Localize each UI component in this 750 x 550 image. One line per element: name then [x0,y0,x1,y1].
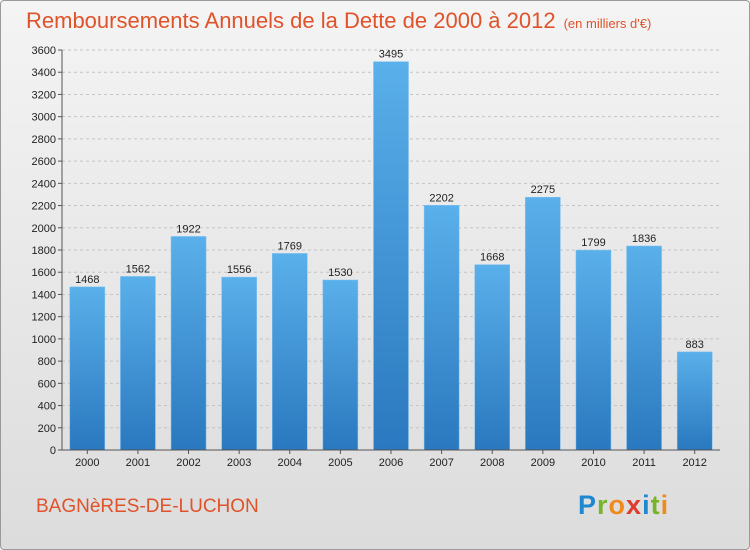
y-tick-label: 2200 [32,201,56,213]
x-tick-label: 2001 [126,457,150,469]
y-tick-label: 1200 [32,312,56,324]
x-tick-label: 2003 [227,457,251,469]
x-tick-label: 2008 [480,457,504,469]
x-tick-label: 2005 [328,457,352,469]
data-label: 1562 [126,263,150,275]
y-tick-label: 2800 [32,134,56,146]
bar [322,279,359,451]
logo-letter: x [626,490,643,520]
bars [69,61,713,451]
y-tick-label: 400 [38,401,56,413]
data-label: 883 [686,339,704,351]
x-tick-label: 2002 [176,457,200,469]
data-label: 2202 [429,192,453,204]
y-tick-label: 1000 [32,334,56,346]
y-tick-label: 3400 [32,67,56,79]
logo-letter: P [578,490,598,520]
bar [575,249,612,451]
data-labels: 1468 1562 1922 1556 1769 1530 3495 2202 1668 2275… [75,49,704,351]
y-tick-label: 1800 [32,245,56,257]
chart-title-text: Remboursements Annuels de la Dette de 20… [26,8,556,33]
x-tick-label: 2007 [429,457,453,469]
logo-letter: i [642,490,651,520]
commune-name: BAGNèRES-DE-LUCHON [36,496,259,517]
x-tick-label: 2012 [682,457,706,469]
x-tick-label: 2004 [278,457,302,469]
chart-title: Remboursements Annuels de la Dette de 20… [26,8,651,34]
y-tick-label: 0 [50,445,56,457]
y-tick-label: 2600 [32,156,56,168]
x-axis-ticks: 2000 2001 2002 2003 2004 2005 2006 2007 2008 2009… [75,450,707,469]
proxiti-logo: Proxiti [578,490,669,521]
logo-letter: i [660,490,670,520]
data-label: 1556 [227,264,251,276]
data-label: 1668 [480,252,504,264]
y-tick-label: 3000 [32,112,56,124]
x-tick-label: 2009 [531,457,555,469]
y-tick-label: 1600 [32,267,56,279]
data-label: 2275 [531,184,555,196]
bar [373,61,409,451]
data-label: 3495 [379,49,403,61]
data-label: 1468 [75,274,99,286]
chart-subtitle: (en milliers d'€) [563,16,652,31]
data-label: 1922 [176,223,200,235]
bar [170,236,207,451]
x-tick-label: 2011 [632,457,656,469]
data-label: 1769 [278,240,302,252]
data-label: 1836 [632,233,656,245]
logo-letter: t [650,490,661,520]
x-tick-label: 2000 [75,457,99,469]
bar [120,276,156,451]
x-tick-label: 2006 [379,457,403,469]
y-tick-label: 800 [38,356,56,368]
logo-letter: o [608,490,627,520]
y-axis-ticks: 0 200 400 600 800 1000 1200 1400 1600 1800 2000 220… [32,45,62,457]
bar [272,253,308,451]
data-label: 1799 [581,237,605,249]
axes [61,50,720,451]
bar [474,264,510,451]
bar [676,351,713,451]
data-label: 1530 [328,267,352,279]
y-tick-label: 2400 [32,178,56,190]
y-tick-label: 3200 [32,89,56,101]
x-tick-label: 2010 [581,457,605,469]
y-tick-label: 200 [38,423,56,435]
bar [423,205,460,451]
bar [525,196,561,451]
y-tick-label: 1400 [32,289,56,301]
y-tick-label: 3600 [32,45,56,57]
bar [221,276,257,451]
logo-letter: r [597,490,609,520]
bar [626,245,662,451]
y-tick-label: 600 [38,378,56,390]
bar [69,286,106,451]
y-tick-label: 2000 [32,223,56,235]
